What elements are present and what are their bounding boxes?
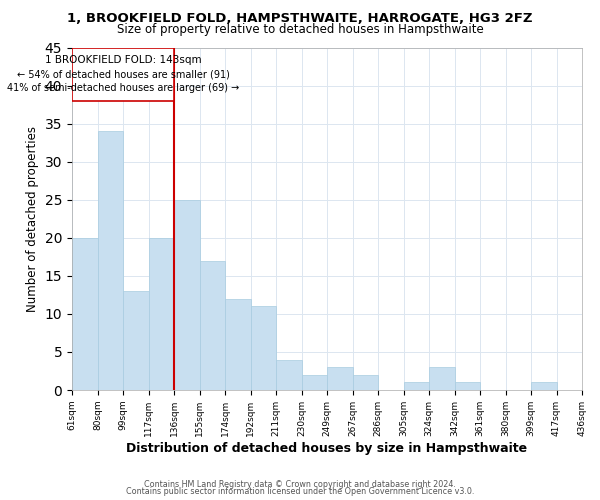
Bar	[276, 360, 302, 390]
Text: Size of property relative to detached houses in Hampsthwaite: Size of property relative to detached ho…	[116, 22, 484, 36]
Bar	[531, 382, 557, 390]
Bar	[353, 375, 378, 390]
Text: Contains public sector information licensed under the Open Government Licence v3: Contains public sector information licen…	[126, 488, 474, 496]
Bar	[404, 382, 429, 390]
Bar	[123, 291, 149, 390]
Y-axis label: Number of detached properties: Number of detached properties	[26, 126, 39, 312]
Bar	[225, 298, 251, 390]
Bar	[327, 367, 353, 390]
Bar	[174, 200, 199, 390]
Text: ← 54% of detached houses are smaller (91): ← 54% of detached houses are smaller (91…	[17, 69, 229, 79]
Text: 1, BROOKFIELD FOLD, HAMPSTHWAITE, HARROGATE, HG3 2FZ: 1, BROOKFIELD FOLD, HAMPSTHWAITE, HARROG…	[67, 12, 533, 26]
Bar	[251, 306, 276, 390]
Bar	[429, 367, 455, 390]
Text: 1 BROOKFIELD FOLD: 143sqm: 1 BROOKFIELD FOLD: 143sqm	[44, 56, 202, 66]
Bar	[302, 375, 327, 390]
Bar	[199, 260, 225, 390]
Bar	[72, 238, 97, 390]
Text: Contains HM Land Registry data © Crown copyright and database right 2024.: Contains HM Land Registry data © Crown c…	[144, 480, 456, 489]
Bar	[149, 238, 174, 390]
Bar	[97, 131, 123, 390]
X-axis label: Distribution of detached houses by size in Hampsthwaite: Distribution of detached houses by size …	[127, 442, 527, 454]
Text: 41% of semi-detached houses are larger (69) →: 41% of semi-detached houses are larger (…	[7, 83, 239, 93]
Bar	[455, 382, 480, 390]
FancyBboxPatch shape	[72, 48, 174, 101]
